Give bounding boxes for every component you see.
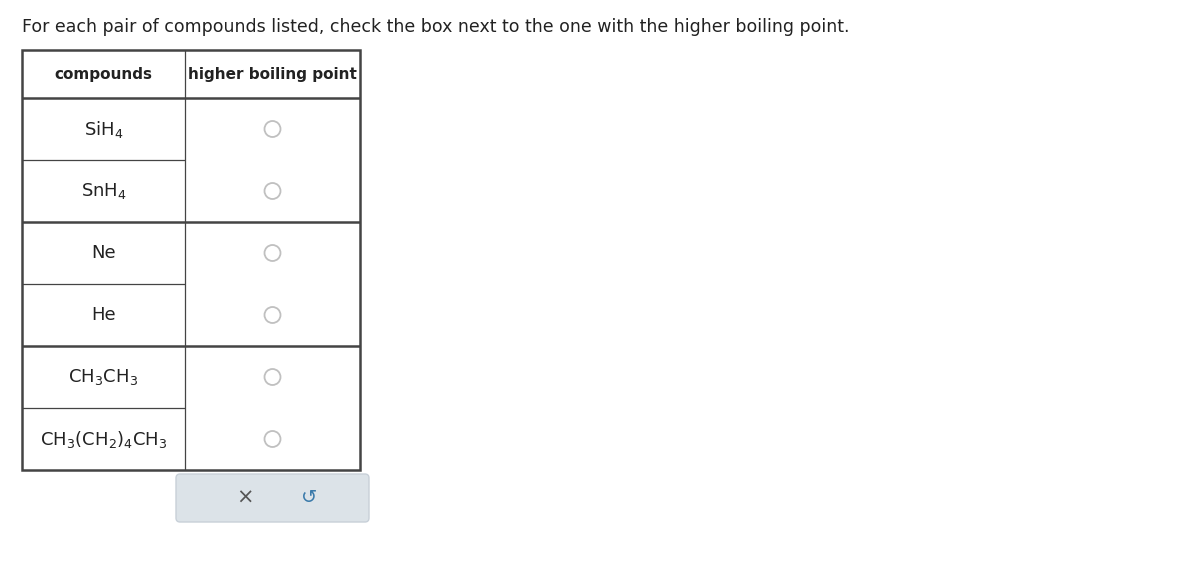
Text: CH$_3$CH$_3$: CH$_3$CH$_3$ <box>68 367 138 387</box>
FancyBboxPatch shape <box>176 474 370 522</box>
Text: CH$_3$(CH$_2$)$_4$CH$_3$: CH$_3$(CH$_2$)$_4$CH$_3$ <box>40 429 167 450</box>
Text: ×: × <box>236 488 253 508</box>
Text: ↺: ↺ <box>301 489 318 507</box>
Text: Ne: Ne <box>91 244 116 262</box>
Text: For each pair of compounds listed, check the box next to the one with the higher: For each pair of compounds listed, check… <box>22 18 850 36</box>
Text: SnH$_4$: SnH$_4$ <box>80 181 126 201</box>
Text: SiH$_4$: SiH$_4$ <box>84 119 124 139</box>
Text: higher boiling point: higher boiling point <box>188 66 356 82</box>
Text: He: He <box>91 306 116 324</box>
Bar <box>22 50 360 470</box>
Text: compounds: compounds <box>54 66 152 82</box>
